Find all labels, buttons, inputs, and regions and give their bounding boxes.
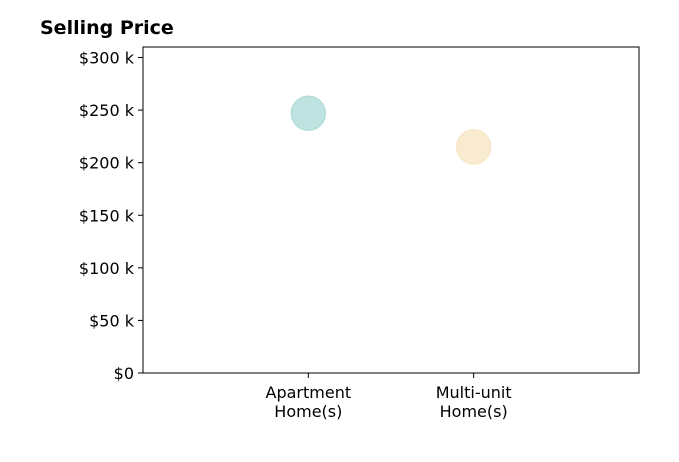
- chart-title: Selling Price: [40, 17, 174, 39]
- x-tick-label-line: Home(s): [274, 402, 342, 421]
- x-tick-label: Multi-unit Home(s): [436, 383, 512, 421]
- x-tick-label-line: Home(s): [440, 402, 508, 421]
- plot-frame: [142, 46, 640, 374]
- data-point[interactable]: [290, 95, 327, 132]
- y-tick-label: $250 k: [79, 101, 135, 120]
- x-tick-label-line: Apartment: [266, 383, 352, 402]
- y-axis: $0 $50 k $100 k $150 k $200 k $250 k $300 k: [79, 49, 143, 383]
- x-tick-label: Apartment Home(s): [266, 383, 352, 421]
- y-tick-label: $150 k: [79, 206, 135, 225]
- y-tick-label: $200 k: [79, 154, 135, 173]
- data-point[interactable]: [455, 129, 492, 165]
- y-tick-label: $100 k: [79, 259, 135, 278]
- points-layer: [290, 95, 492, 165]
- y-tick-label: $50 k: [89, 311, 135, 330]
- x-axis: Apartment Home(s)Multi-unit Home(s): [266, 373, 512, 421]
- y-tick-label: $0: [114, 364, 134, 383]
- x-tick-label-line: Multi-unit: [436, 383, 512, 402]
- y-tick-label: $300 k: [79, 49, 135, 68]
